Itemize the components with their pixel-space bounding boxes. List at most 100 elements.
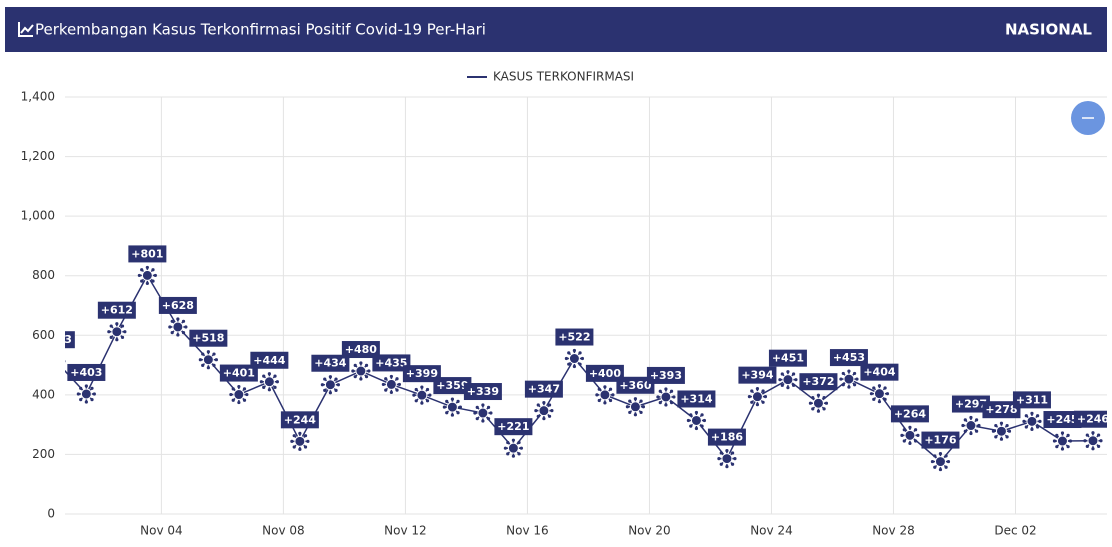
- virus-knob: [841, 371, 845, 376]
- value-label: +394: [741, 369, 774, 382]
- data-point: [595, 385, 615, 405]
- value-label-box: [951, 395, 990, 413]
- virus-knob: [1005, 423, 1009, 428]
- virus-knob: [811, 395, 815, 400]
- data-point: [137, 265, 157, 286]
- virus-knob: [625, 405, 630, 409]
- virus-knob: [198, 358, 202, 362]
- virus-knob: [181, 331, 186, 335]
- value-label: +297: [955, 398, 987, 411]
- value-label: +399: [406, 367, 438, 380]
- virus-knob: [580, 356, 585, 361]
- virus-knob: [428, 393, 432, 397]
- data-point: [49, 354, 66, 371]
- virus-knob: [450, 413, 454, 417]
- virus-knob: [572, 364, 577, 369]
- virus-knob: [489, 411, 493, 415]
- virus-knob: [109, 324, 113, 328]
- virus-knob: [717, 456, 721, 461]
- data-point: [1052, 431, 1073, 451]
- data-point: [625, 397, 646, 417]
- virus-knob: [475, 405, 479, 409]
- virus-knob: [608, 398, 613, 403]
- value-label: +404: [863, 366, 896, 379]
- virus-knob: [883, 386, 887, 390]
- virus-body: [843, 373, 855, 385]
- virus-knob: [414, 387, 418, 392]
- virus-knob: [603, 385, 607, 389]
- virus-knob: [999, 437, 1004, 441]
- data-point: [198, 350, 218, 370]
- virus-knob: [914, 439, 918, 443]
- virus-knob: [1099, 439, 1103, 443]
- y-tick-label: 400: [32, 387, 55, 401]
- virus-knob: [1055, 433, 1059, 437]
- virus-knob: [1085, 433, 1089, 437]
- x-tick-label: Nov 16: [506, 524, 549, 538]
- virus-knob: [503, 446, 508, 450]
- virus-knob: [1036, 414, 1040, 418]
- virus-knob: [237, 384, 241, 389]
- value-label: +347: [528, 383, 560, 396]
- virus-knob: [245, 392, 249, 397]
- virus-knob: [778, 378, 782, 382]
- value-label: +360: [619, 379, 652, 392]
- data-point: [686, 410, 707, 431]
- virus-body: [690, 414, 702, 426]
- virus-knob: [229, 392, 233, 397]
- value-label-box: [921, 431, 960, 449]
- virus-knob: [914, 428, 918, 432]
- virus-knob: [811, 407, 815, 411]
- value-label-box: [128, 245, 167, 263]
- data-point: [473, 403, 493, 423]
- virus-knob: [597, 398, 601, 403]
- value-label: +311: [1016, 393, 1048, 406]
- data-point: [534, 401, 554, 421]
- virus-knob: [49, 354, 52, 357]
- x-tick-label: Nov 12: [384, 524, 427, 538]
- virus-knob: [847, 369, 851, 373]
- value-label: +186: [711, 431, 744, 444]
- virus-knob: [364, 375, 369, 379]
- data-point: [961, 415, 981, 436]
- value-label-box: [402, 365, 441, 383]
- virus-knob: [212, 363, 216, 367]
- data-point: [1083, 431, 1103, 451]
- value-label: +246: [1077, 413, 1110, 426]
- virus-body: [507, 442, 519, 454]
- value-label: +453: [833, 351, 865, 364]
- virus-knob: [852, 371, 857, 376]
- virus-knob: [672, 395, 676, 399]
- value-label-box: [311, 354, 350, 372]
- virus-body: [721, 453, 733, 465]
- header-region: NASIONAL: [1005, 21, 1092, 39]
- value-label-box: [860, 363, 899, 381]
- virus-knob: [969, 431, 973, 436]
- virus-knob: [137, 273, 141, 278]
- virus-knob: [414, 399, 418, 403]
- value-label: +400: [589, 367, 622, 380]
- virus-knob: [237, 400, 241, 405]
- virus-knob: [519, 446, 524, 450]
- virus-knob: [151, 268, 155, 272]
- virus-knob: [242, 387, 247, 391]
- virus-knob: [1066, 433, 1070, 437]
- virus-knob: [445, 399, 449, 404]
- value-label: +435: [375, 356, 407, 369]
- virus-knob: [273, 374, 277, 378]
- virus-knob: [181, 319, 186, 323]
- virus-knob: [242, 398, 247, 402]
- virus-knob: [908, 441, 912, 445]
- virus-body: [904, 429, 916, 441]
- virus-knob: [292, 445, 296, 449]
- value-label-box: [1073, 410, 1107, 428]
- virus-knob: [536, 414, 540, 418]
- virus-knob: [822, 395, 826, 400]
- virus-knob: [170, 319, 174, 323]
- virus-body: [385, 378, 397, 390]
- virus-knob: [1066, 445, 1070, 449]
- virus-knob: [658, 389, 662, 393]
- data-point: [930, 451, 951, 472]
- virus-body: [599, 389, 611, 401]
- virus-knob: [54, 368, 57, 371]
